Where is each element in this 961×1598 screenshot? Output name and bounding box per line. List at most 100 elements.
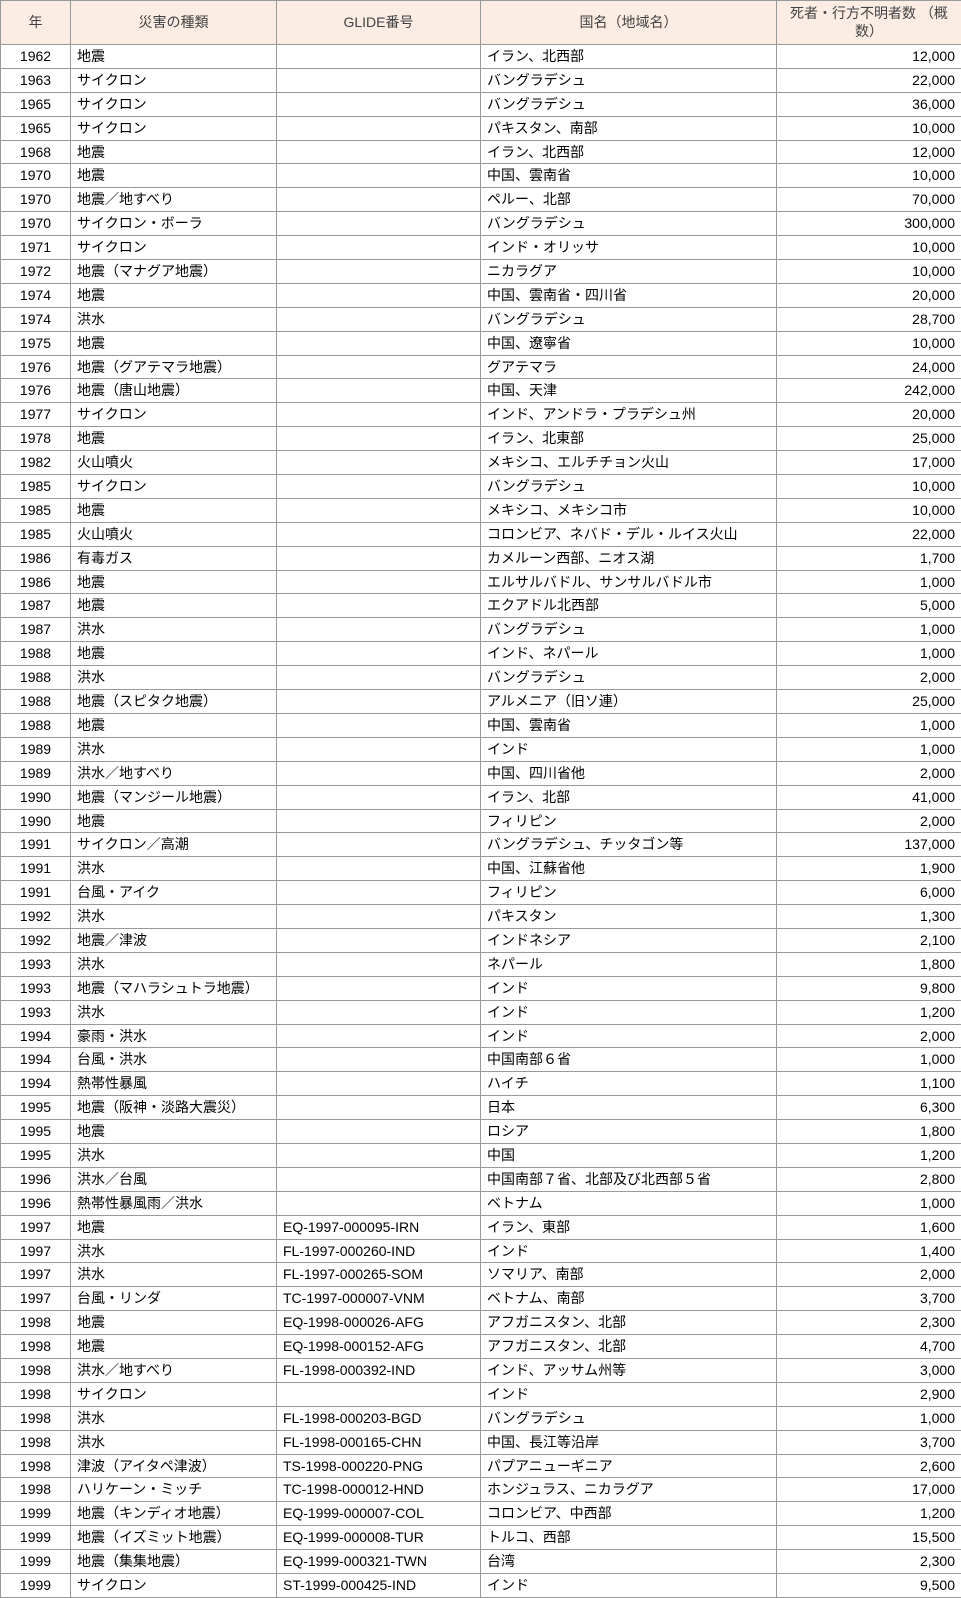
cell-region: バングラデシュ — [481, 1406, 777, 1430]
cell-count: 9,500 — [777, 1574, 961, 1598]
cell-count: 1,000 — [777, 1191, 961, 1215]
cell-glide: EQ-1999-000008-TUR — [277, 1526, 481, 1550]
cell-year: 1998 — [1, 1406, 71, 1430]
cell-year: 1965 — [1, 92, 71, 116]
cell-glide — [277, 1096, 481, 1120]
table-row: 1991台風・アイクフィリピン6,000 — [1, 881, 961, 905]
cell-year: 1998 — [1, 1358, 71, 1382]
cell-region: ベトナム、南部 — [481, 1287, 777, 1311]
cell-year: 1970 — [1, 188, 71, 212]
cell-year: 1995 — [1, 1120, 71, 1144]
cell-year: 1985 — [1, 475, 71, 499]
cell-type: 地震 — [71, 45, 277, 69]
cell-glide — [277, 1143, 481, 1167]
cell-count: 10,000 — [777, 116, 961, 140]
cell-type: 洪水／地すべり — [71, 761, 277, 785]
cell-type: 津波（アイタペ津波） — [71, 1454, 277, 1478]
cell-region: バングラデシュ — [481, 666, 777, 690]
cell-glide — [277, 666, 481, 690]
cell-glide — [277, 236, 481, 260]
cell-type: 地震 — [71, 283, 277, 307]
cell-count: 1,000 — [777, 642, 961, 666]
cell-type: サイクロン — [71, 475, 277, 499]
table-row: 1998地震EQ-1998-000026-AFGアフガニスタン、北部2,300 — [1, 1311, 961, 1335]
cell-region: ホンジュラス、ニカラグア — [481, 1478, 777, 1502]
cell-glide — [277, 68, 481, 92]
cell-count: 1,100 — [777, 1072, 961, 1096]
cell-glide — [277, 283, 481, 307]
cell-year: 1999 — [1, 1502, 71, 1526]
cell-year: 1991 — [1, 881, 71, 905]
cell-region: イラン、北西部 — [481, 45, 777, 69]
cell-region: ソマリア、南部 — [481, 1263, 777, 1287]
cell-year: 1965 — [1, 116, 71, 140]
cell-region: 中国、長江等沿岸 — [481, 1430, 777, 1454]
cell-glide — [277, 260, 481, 284]
col-header-year: 年 — [1, 1, 71, 45]
cell-type: 洪水 — [71, 1406, 277, 1430]
cell-year: 1990 — [1, 809, 71, 833]
table-row: 1994豪雨・洪水インド2,000 — [1, 1024, 961, 1048]
cell-glide: FL-1998-000165-CHN — [277, 1430, 481, 1454]
cell-glide: EQ-1997-000095-IRN — [277, 1215, 481, 1239]
cell-glide — [277, 713, 481, 737]
table-row: 1999地震（集集地震）EQ-1999-000321-TWN台湾2,300 — [1, 1550, 961, 1574]
cell-type: 洪水 — [71, 1430, 277, 1454]
cell-count: 242,000 — [777, 379, 961, 403]
table-row: 1998洪水／地すべりFL-1998-000392-INDインド、アッサム州等3… — [1, 1358, 961, 1382]
cell-count: 10,000 — [777, 236, 961, 260]
cell-count: 3,700 — [777, 1287, 961, 1311]
table-row: 1995地震ロシア1,800 — [1, 1120, 961, 1144]
table-row: 1970サイクロン・ボーラバングラデシュ300,000 — [1, 212, 961, 236]
table-row: 1998津波（アイタペ津波）TS-1998-000220-PNGパプアニューギニ… — [1, 1454, 961, 1478]
cell-year: 1998 — [1, 1311, 71, 1335]
table-row: 1987洪水バングラデシュ1,000 — [1, 618, 961, 642]
col-header-region: 国名（地域名） — [481, 1, 777, 45]
cell-year: 1998 — [1, 1335, 71, 1359]
cell-count: 2,300 — [777, 1311, 961, 1335]
cell-glide — [277, 952, 481, 976]
disaster-table: 年 災害の種類 GLIDE番号 国名（地域名） 死者・行方不明者数 （概数） 1… — [0, 0, 961, 1598]
cell-year: 1986 — [1, 570, 71, 594]
cell-type: 地震 — [71, 642, 277, 666]
cell-region: バングラデシュ — [481, 68, 777, 92]
cell-type: 洪水 — [71, 1263, 277, 1287]
cell-year: 1974 — [1, 307, 71, 331]
cell-glide — [277, 785, 481, 809]
cell-year: 1997 — [1, 1287, 71, 1311]
cell-region: メキシコ、エルチチョン火山 — [481, 451, 777, 475]
cell-region: ハイチ — [481, 1072, 777, 1096]
cell-count: 3,700 — [777, 1430, 961, 1454]
cell-year: 1995 — [1, 1096, 71, 1120]
cell-count: 2,900 — [777, 1382, 961, 1406]
cell-region: パキスタン — [481, 905, 777, 929]
cell-region: 中国 — [481, 1143, 777, 1167]
table-row: 1994台風・洪水中国南部６省1,000 — [1, 1048, 961, 1072]
cell-region: インド — [481, 976, 777, 1000]
cell-region: インド、ネパール — [481, 642, 777, 666]
cell-type: 洪水 — [71, 857, 277, 881]
cell-year: 1989 — [1, 737, 71, 761]
table-row: 1977サイクロンインド、アンドラ・プラデシュ州20,000 — [1, 403, 961, 427]
cell-count: 1,600 — [777, 1215, 961, 1239]
cell-year: 1999 — [1, 1550, 71, 1574]
cell-glide — [277, 498, 481, 522]
cell-glide: EQ-1998-000152-AFG — [277, 1335, 481, 1359]
table-row: 1971サイクロンインド・オリッサ10,000 — [1, 236, 961, 260]
cell-type: 地震／地すべり — [71, 188, 277, 212]
cell-year: 1962 — [1, 45, 71, 69]
cell-glide: TC-1997-000007-VNM — [277, 1287, 481, 1311]
cell-glide — [277, 546, 481, 570]
cell-region: 中国、天津 — [481, 379, 777, 403]
cell-region: インドネシア — [481, 928, 777, 952]
cell-type: サイクロン・ボーラ — [71, 212, 277, 236]
cell-year: 1995 — [1, 1143, 71, 1167]
cell-year: 1985 — [1, 498, 71, 522]
cell-year: 1988 — [1, 713, 71, 737]
cell-year: 1976 — [1, 355, 71, 379]
cell-glide — [277, 92, 481, 116]
cell-region: 中国、遼寧省 — [481, 331, 777, 355]
cell-region: インド・オリッサ — [481, 236, 777, 260]
cell-region: イラン、北部 — [481, 785, 777, 809]
cell-count: 22,000 — [777, 68, 961, 92]
